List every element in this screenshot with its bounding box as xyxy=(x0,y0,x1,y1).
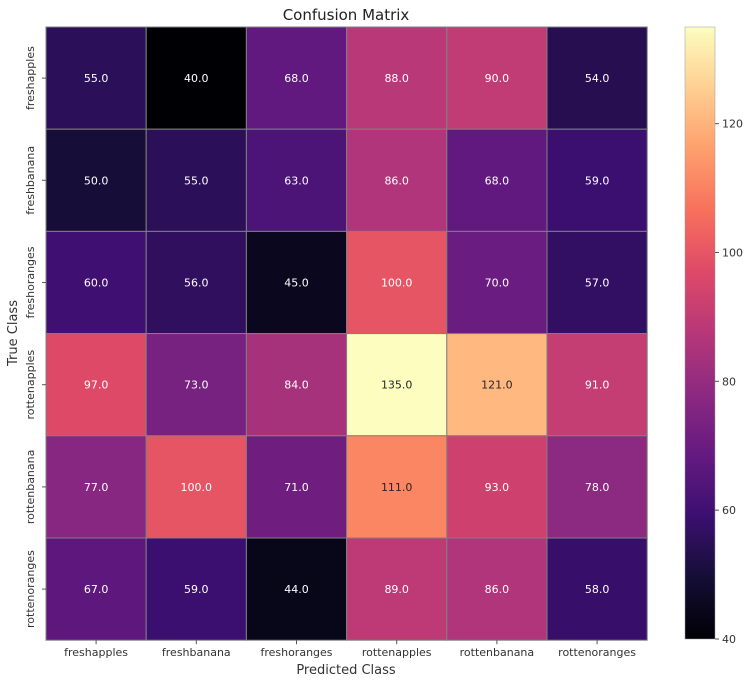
x-tick-label: freshbanana xyxy=(162,646,231,659)
heatmap-cell xyxy=(245,333,348,437)
heatmap-cell xyxy=(346,128,448,232)
cell-value-label: 77.0 xyxy=(84,481,109,494)
heatmap-cell xyxy=(45,230,147,335)
heatmap-cell xyxy=(245,230,348,335)
cell-value-label: 93.0 xyxy=(485,481,510,494)
x-tick-label: freshoranges xyxy=(260,646,332,659)
heatmap-cell xyxy=(546,333,648,437)
x-tick-label: rottenapples xyxy=(362,646,432,659)
y-tick-label: rottenapples xyxy=(24,350,37,420)
y-tick-label: freshbanana xyxy=(24,146,37,215)
cell-value-label: 59.0 xyxy=(184,583,209,596)
heatmap-cell xyxy=(446,435,548,539)
heatmap-cell xyxy=(546,128,648,232)
cell-value-label: 50.0 xyxy=(84,174,109,187)
heatmap-cell xyxy=(546,230,648,335)
heatmap-cell xyxy=(145,333,247,437)
heatmap-cell xyxy=(446,230,548,335)
colorbar-tick-label: 60 xyxy=(722,504,736,517)
cell-value-label: 57.0 xyxy=(585,277,610,290)
colorbar-frame xyxy=(684,26,716,640)
heatmap-cell xyxy=(346,230,448,335)
cell-value-label: 59.0 xyxy=(585,174,610,187)
x-tick-label: rottenoranges xyxy=(558,646,636,659)
heatmap-cell xyxy=(446,26,548,130)
y-tick-label: rottenbanana xyxy=(24,450,37,525)
cell-value-label: 58.0 xyxy=(585,583,610,596)
cell-value-label: 86.0 xyxy=(485,583,510,596)
colorbar: 40 60 80 100 120 xyxy=(684,26,743,646)
y-tick-label: freshapples xyxy=(24,46,37,110)
heatmap-cell xyxy=(145,128,247,232)
cell-value-label: 91.0 xyxy=(585,379,610,392)
cell-value-label: 56.0 xyxy=(184,277,209,290)
colorbar-gradient xyxy=(685,27,715,639)
heatmap-cell xyxy=(45,435,147,539)
x-axis-label: Predicted Class xyxy=(296,663,396,678)
cell-value-label: 121.0 xyxy=(481,379,513,392)
colorbar-tick-label: 40 xyxy=(722,633,736,646)
cell-value-label: 89.0 xyxy=(384,583,409,596)
cell-value-label: 86.0 xyxy=(384,174,409,187)
cell-value-label: 100.0 xyxy=(181,481,213,494)
y-tick-label: freshoranges xyxy=(24,246,37,318)
y-tick-label: rottenoranges xyxy=(24,550,37,628)
cell-value-label: 55.0 xyxy=(184,174,209,187)
heatmap-cell xyxy=(145,26,247,130)
cell-value-label: 73.0 xyxy=(184,379,209,392)
heatmap-cell xyxy=(245,26,348,130)
heatmap-cell xyxy=(446,333,548,437)
cell-value-label: 111.0 xyxy=(381,481,413,494)
cell-value-label: 71.0 xyxy=(284,481,309,494)
heatmap-cell xyxy=(546,26,648,130)
cell-value-label: 100.0 xyxy=(381,277,413,290)
cell-value-label: 63.0 xyxy=(284,174,309,187)
cell-value-label: 67.0 xyxy=(84,583,109,596)
cell-value-label: 68.0 xyxy=(284,72,309,85)
cell-value-label: 97.0 xyxy=(84,379,109,392)
cell-value-label: 84.0 xyxy=(284,379,309,392)
cell-value-label: 70.0 xyxy=(485,277,510,290)
cell-value-label: 135.0 xyxy=(381,379,413,392)
colorbar-tick-label: 80 xyxy=(722,375,736,388)
colorbar-tick-label: 100 xyxy=(722,246,743,259)
heatmap-cell xyxy=(45,26,147,130)
x-tick-label: freshapples xyxy=(64,646,128,659)
cell-value-label: 78.0 xyxy=(585,481,610,494)
cell-value-label: 44.0 xyxy=(284,583,309,596)
heatmap-cell xyxy=(546,435,648,539)
cell-value-label: 90.0 xyxy=(485,72,510,85)
heatmap-cell xyxy=(245,435,348,539)
colorbar-tick-label: 120 xyxy=(722,118,743,131)
y-axis-label: True Class xyxy=(6,300,21,367)
cell-value-label: 54.0 xyxy=(585,72,610,85)
cell-value-label: 45.0 xyxy=(284,277,309,290)
heatmap-cell xyxy=(546,537,648,641)
heatmap-cell xyxy=(346,333,448,437)
x-tick-labels: freshapples freshbanana freshoranges rotten… xyxy=(64,640,636,659)
cell-value-label: 88.0 xyxy=(384,72,409,85)
heatmap-cell xyxy=(45,537,147,641)
heatmap-cells: 55.0 40.0 68.0 88.0 90.0 54.0 50.0 55.0 63.0 86.0… xyxy=(45,26,648,641)
heatmap-cell xyxy=(145,230,247,335)
cell-value-label: 40.0 xyxy=(184,72,209,85)
chart-title: Confusion Matrix xyxy=(283,6,410,24)
y-tick-labels: freshapples freshbanana freshoranges rotten… xyxy=(24,46,46,628)
heatmap-cell xyxy=(45,333,147,437)
cell-value-label: 55.0 xyxy=(84,72,109,85)
cell-value-label: 68.0 xyxy=(485,174,510,187)
heatmap-cell xyxy=(346,435,448,539)
x-tick-label: rottenbanana xyxy=(460,646,535,659)
cell-value-label: 60.0 xyxy=(84,277,109,290)
heatmap-cell xyxy=(446,537,548,641)
heatmap-cell xyxy=(346,26,448,130)
